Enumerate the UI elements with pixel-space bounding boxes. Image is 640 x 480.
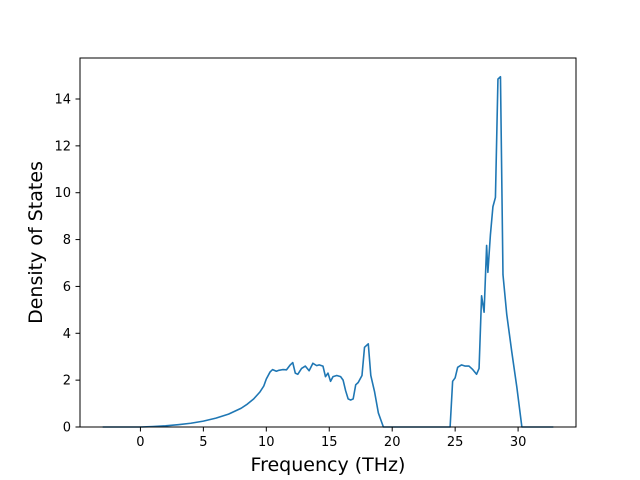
x-tick-label: 10 bbox=[258, 435, 275, 450]
x-tick-label: 25 bbox=[447, 435, 464, 450]
dos-line-series-0 bbox=[102, 75, 554, 428]
y-tick-label: 14 bbox=[54, 93, 71, 108]
y-tick-label: 6 bbox=[63, 280, 71, 295]
x-tick-label: 0 bbox=[136, 435, 144, 450]
y-tick-label: 8 bbox=[63, 233, 71, 248]
y-tick-label: 10 bbox=[54, 186, 71, 201]
y-tick-label: 12 bbox=[54, 139, 71, 154]
x-tick-label: 30 bbox=[510, 435, 527, 450]
plot-area bbox=[102, 75, 554, 428]
y-tick-label: 4 bbox=[63, 327, 71, 342]
x-tick-label: 20 bbox=[384, 435, 401, 450]
axes-frame bbox=[79, 57, 577, 428]
y-tick-label: 0 bbox=[63, 421, 71, 436]
tick-layer: 0 5 10 15 20 25 30 0 2 4 6 8 10 12 14 bbox=[54, 93, 526, 451]
x-tick-label: 5 bbox=[199, 435, 207, 450]
y-axis-label: Density of States bbox=[25, 161, 47, 324]
y-tick-label: 2 bbox=[63, 374, 71, 389]
x-tick-label: 15 bbox=[321, 435, 338, 450]
x-axis-label: Frequency (THz) bbox=[251, 454, 406, 476]
